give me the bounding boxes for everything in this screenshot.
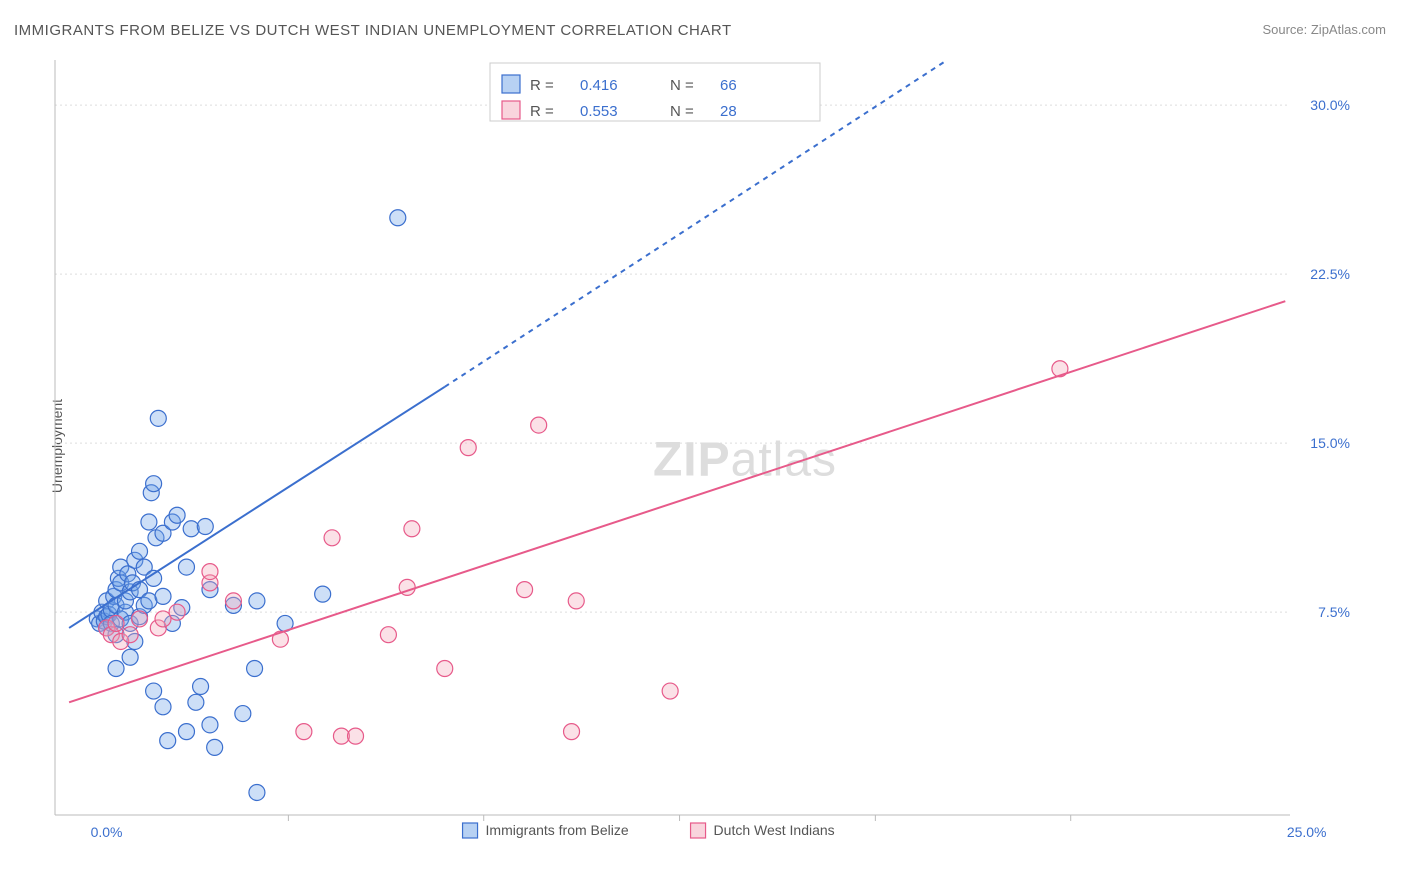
plot-area: ZIPatlas 0.0% 25.0% 7.5% 15.0% 22.5% 30.0% R = 0… xyxy=(50,55,1360,845)
point-belize xyxy=(146,476,162,492)
trendline-dutch xyxy=(69,301,1285,702)
point-belize xyxy=(247,661,263,677)
point-dutch xyxy=(202,564,218,580)
legend-n-label: N = xyxy=(670,77,694,94)
point-belize xyxy=(235,706,251,722)
point-dutch xyxy=(404,521,420,537)
x-tick-label: 25.0% xyxy=(1287,824,1327,840)
y-tick-label: 22.5% xyxy=(1310,266,1350,282)
source-label: Source: xyxy=(1262,22,1310,37)
point-belize xyxy=(146,683,162,699)
bottom-legend-swatch-belize xyxy=(463,823,478,838)
point-dutch xyxy=(122,627,138,643)
point-dutch xyxy=(568,593,584,609)
y-tick-label: 15.0% xyxy=(1310,435,1350,451)
point-belize xyxy=(169,507,185,523)
point-belize xyxy=(249,784,265,800)
point-dutch xyxy=(380,627,396,643)
point-dutch xyxy=(108,615,124,631)
point-dutch xyxy=(296,724,312,740)
point-belize xyxy=(150,410,166,426)
point-belize xyxy=(183,521,199,537)
point-belize xyxy=(202,717,218,733)
y-tick-label: 7.5% xyxy=(1318,604,1350,620)
point-belize xyxy=(188,694,204,710)
y-tick-label: 30.0% xyxy=(1310,97,1350,113)
legend-swatch-belize xyxy=(502,75,520,93)
point-belize xyxy=(315,586,331,602)
point-belize xyxy=(155,699,171,715)
point-belize xyxy=(141,514,157,530)
point-belize xyxy=(207,739,223,755)
point-dutch xyxy=(324,530,340,546)
point-dutch xyxy=(564,724,580,740)
trendline-belize xyxy=(69,387,445,628)
point-belize xyxy=(249,593,265,609)
legend-r-label: R = xyxy=(530,103,554,120)
point-dutch xyxy=(531,417,547,433)
source-name: ZipAtlas.com xyxy=(1311,22,1386,37)
bottom-legend-label-belize: Immigrants from Belize xyxy=(486,822,629,838)
point-belize xyxy=(155,588,171,604)
point-dutch xyxy=(662,683,678,699)
bottom-legend-swatch-dutch xyxy=(691,823,706,838)
legend-r-value-belize: 0.416 xyxy=(580,77,618,94)
point-belize xyxy=(193,679,209,695)
point-dutch xyxy=(437,661,453,677)
chart-svg: ZIPatlas 0.0% 25.0% 7.5% 15.0% 22.5% 30.0% R = 0… xyxy=(50,55,1360,845)
point-dutch xyxy=(517,582,533,598)
point-dutch xyxy=(348,728,364,744)
legend-swatch-dutch xyxy=(502,101,520,119)
point-belize xyxy=(178,724,194,740)
source-credit: Source: ZipAtlas.com xyxy=(1262,22,1386,37)
point-dutch xyxy=(460,440,476,456)
point-belize xyxy=(178,559,194,575)
legend-r-value-dutch: 0.553 xyxy=(580,103,618,120)
x-tick-label: 0.0% xyxy=(91,824,123,840)
legend-n-label: N = xyxy=(670,103,694,120)
watermark: ZIPatlas xyxy=(653,433,837,486)
point-belize xyxy=(122,649,138,665)
legend-r-label: R = xyxy=(530,77,554,94)
point-belize xyxy=(197,519,213,535)
point-belize xyxy=(160,733,176,749)
point-dutch xyxy=(169,604,185,620)
point-belize xyxy=(132,543,148,559)
legend-n-value-belize: 66 xyxy=(720,77,737,94)
point-belize xyxy=(108,661,124,677)
point-belize xyxy=(390,210,406,226)
point-dutch xyxy=(225,593,241,609)
point-dutch xyxy=(132,611,148,627)
bottom-legend-label-dutch: Dutch West Indians xyxy=(714,822,835,838)
chart-title: IMMIGRANTS FROM BELIZE VS DUTCH WEST IND… xyxy=(14,22,732,39)
legend-n-value-dutch: 28 xyxy=(720,103,737,120)
